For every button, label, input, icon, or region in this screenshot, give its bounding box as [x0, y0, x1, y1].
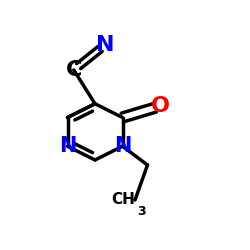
Text: 3: 3: [138, 205, 146, 218]
Text: CH: CH: [111, 192, 135, 208]
Text: N: N: [114, 136, 131, 156]
Text: N: N: [96, 35, 114, 55]
Text: O: O: [150, 96, 170, 116]
Text: N: N: [59, 136, 76, 156]
Text: C: C: [66, 60, 82, 80]
